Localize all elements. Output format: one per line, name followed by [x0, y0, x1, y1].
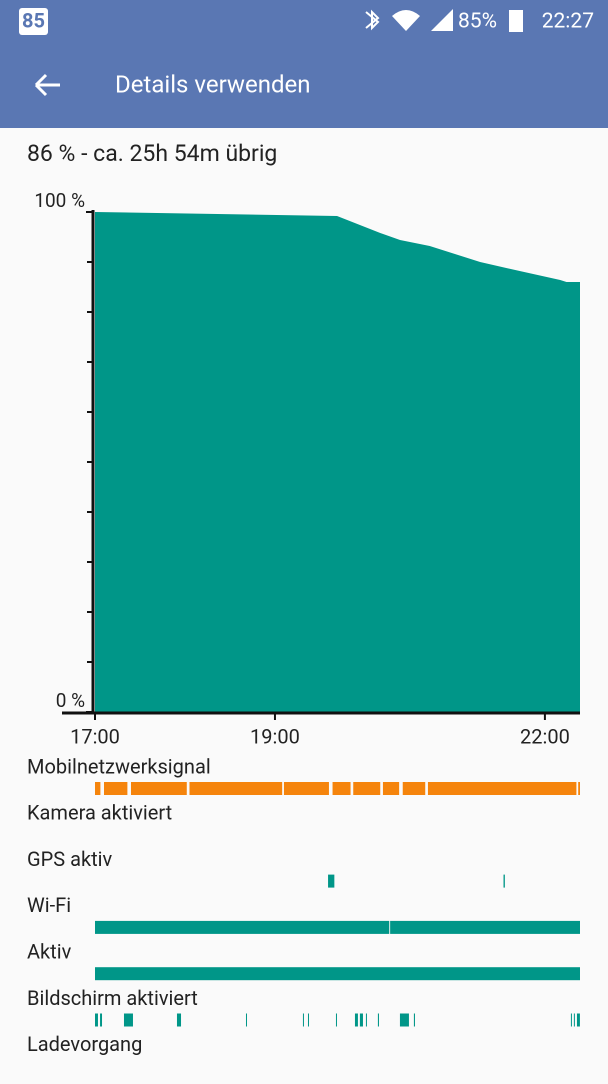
- x-tick-label: 19:00: [250, 724, 300, 748]
- event-segment: [283, 782, 329, 795]
- battery-percent: 85%: [458, 10, 497, 34]
- event-segment: [427, 782, 577, 795]
- event-segment: [570, 1013, 572, 1027]
- app-bar: [0, 0, 608, 128]
- event-segment: [176, 1013, 182, 1027]
- event-segment: [365, 1013, 367, 1027]
- event-segment: [573, 1013, 575, 1027]
- event-segment: [95, 1013, 98, 1027]
- event-segment: [95, 920, 390, 934]
- event-segment: [402, 782, 426, 795]
- event-segment: [399, 1013, 409, 1027]
- event-segment: [578, 782, 580, 795]
- event-segment: [353, 782, 381, 795]
- event-segment: [413, 1013, 415, 1027]
- notification-icon: [19, 8, 48, 35]
- battery-summary: 86 % - ca. 25h 54m übrig: [27, 140, 277, 167]
- battery-chart: 0 % 100 % 17:00 19:00 22:00: [34, 189, 580, 748]
- event-label: Bildschirm aktiviert: [27, 986, 198, 1010]
- battery-area: [95, 212, 580, 712]
- event-segment: [332, 782, 351, 795]
- event-segment: [335, 1013, 337, 1027]
- back-button[interactable]: [34, 73, 60, 97]
- event-label: Aktiv: [27, 939, 72, 963]
- event-segment: [307, 1013, 309, 1027]
- event-label: Ladevorgang: [27, 1032, 142, 1056]
- battery-icon: [509, 10, 523, 32]
- event-segment: [100, 1013, 103, 1027]
- event-segment: [359, 1013, 363, 1027]
- event-segment: [130, 782, 187, 795]
- event-segment: [354, 1013, 358, 1027]
- event-segment: [189, 782, 283, 795]
- event-segment: [390, 920, 580, 934]
- event-label: Mobilnetzwerksignal: [27, 754, 211, 778]
- event-list: Mobilnetzwerksignal Kamera aktiviert GPS a…: [27, 754, 580, 1056]
- wifi-icon: [392, 10, 420, 31]
- event-label: Wi-Fi: [27, 893, 71, 917]
- event-segment: [302, 1013, 304, 1027]
- event-segment: [377, 1013, 379, 1027]
- clock: 22:27: [542, 10, 594, 34]
- event-segment: [328, 874, 335, 888]
- screen-title: Details verwenden: [115, 70, 310, 98]
- x-tick-label: 22:00: [520, 724, 570, 748]
- y-tick-label: 100 %: [34, 189, 85, 212]
- event-label: Kamera aktiviert: [27, 801, 172, 825]
- event-segment: [382, 782, 400, 795]
- bluetooth-icon: [365, 9, 380, 31]
- signal-icon: [431, 9, 453, 31]
- event-label: GPS aktiv: [27, 847, 112, 871]
- x-tick-label: 17:00: [70, 724, 120, 748]
- event-segment: [245, 1013, 247, 1027]
- event-segment: [95, 782, 101, 795]
- y-tick-label: 0 %: [56, 689, 85, 712]
- event-segment: [576, 1013, 580, 1027]
- event-segment: [503, 874, 505, 888]
- event-segment: [123, 1013, 133, 1027]
- event-segment: [103, 782, 128, 795]
- notification-text: 85: [22, 8, 45, 32]
- event-segment: [95, 967, 580, 981]
